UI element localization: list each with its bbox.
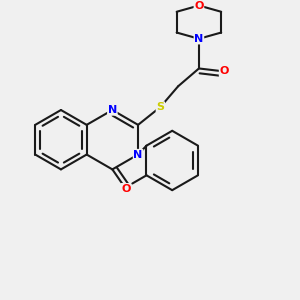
- Text: O: O: [121, 184, 130, 194]
- Text: N: N: [108, 105, 117, 115]
- Text: S: S: [156, 102, 164, 112]
- Text: N: N: [134, 149, 143, 160]
- Text: N: N: [194, 34, 203, 44]
- Text: O: O: [220, 66, 229, 76]
- Text: O: O: [194, 1, 204, 10]
